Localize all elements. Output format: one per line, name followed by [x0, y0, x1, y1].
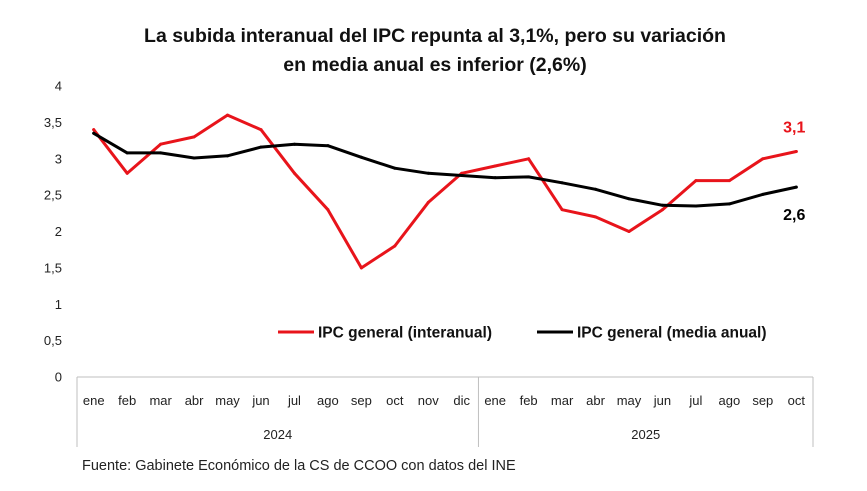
- y-tick-label: 1,5: [44, 260, 62, 275]
- data-point: [192, 156, 196, 160]
- data-point: [359, 266, 363, 270]
- data-point: [92, 131, 96, 135]
- data-point: [460, 173, 464, 177]
- x-tick-label: jul: [688, 393, 702, 408]
- data-point: [761, 192, 765, 196]
- y-tick-label: 2,5: [44, 188, 62, 203]
- data-point: [326, 208, 330, 212]
- x-tick-label: oct: [386, 393, 404, 408]
- data-point: [694, 204, 698, 208]
- x-tick-label: jun: [653, 393, 671, 408]
- year-label: 2025: [631, 427, 660, 442]
- data-point: [761, 157, 765, 161]
- data-point: [159, 142, 163, 146]
- data-point: [794, 149, 798, 153]
- data-point: [226, 113, 230, 117]
- data-label-last: 2,6: [783, 207, 805, 224]
- data-point: [627, 197, 631, 201]
- data-label-last: 3,1: [783, 119, 805, 136]
- data-point: [594, 187, 598, 191]
- data-point: [159, 151, 163, 155]
- x-tick-label: feb: [118, 393, 136, 408]
- data-point: [326, 144, 330, 148]
- data-point: [393, 166, 397, 170]
- data-point: [292, 171, 296, 175]
- data-point: [125, 171, 129, 175]
- chart-title-line2: en media anual es inferior (2,6%): [283, 54, 587, 76]
- chart-title-line1: La subida interanual del IPC repunta al …: [144, 25, 726, 47]
- data-point: [727, 179, 731, 183]
- data-point: [493, 164, 497, 168]
- x-tick-label: abr: [185, 393, 204, 408]
- data-point: [560, 208, 564, 212]
- data-point: [627, 230, 631, 233]
- data-point: [426, 171, 430, 175]
- y-tick-label: 2: [55, 224, 62, 239]
- data-point: [226, 154, 230, 158]
- chart-title: La subida interanual del IPC repunta al …: [90, 22, 780, 80]
- series-line-interanual: [92, 113, 798, 270]
- y-tick-label: 3,5: [44, 115, 62, 130]
- data-point: [527, 157, 531, 161]
- data-point: [393, 244, 397, 248]
- x-tick-label: ene: [83, 393, 105, 408]
- data-point: [259, 145, 263, 149]
- legend-label: IPC general (interanual): [318, 325, 492, 342]
- y-tick-label: 3: [55, 151, 62, 166]
- x-tick-label: feb: [520, 393, 538, 408]
- data-point: [527, 175, 531, 179]
- x-tick-label: ene: [484, 393, 506, 408]
- year-label: 2024: [263, 427, 292, 442]
- y-tick-label: 1: [55, 297, 62, 312]
- x-tick-label: sep: [351, 393, 372, 408]
- data-point: [426, 200, 430, 204]
- data-point: [660, 208, 664, 212]
- y-tick-label: 0,5: [44, 333, 62, 348]
- data-point: [292, 142, 296, 146]
- data-point: [92, 128, 96, 132]
- data-point: [125, 151, 129, 155]
- data-point: [594, 215, 598, 219]
- x-tick-label: sep: [752, 393, 773, 408]
- data-point: [359, 155, 363, 159]
- data-point: [794, 185, 798, 189]
- x-tick-label: mar: [149, 393, 172, 408]
- series-line-media-anual: [92, 131, 798, 208]
- y-tick-label: 4: [55, 79, 62, 94]
- data-point: [192, 135, 196, 139]
- y-tick-label: 0: [55, 370, 62, 385]
- x-tick-label: oct: [788, 393, 806, 408]
- x-tick-label: dic: [453, 393, 470, 408]
- data-point: [660, 203, 664, 207]
- data-point: [727, 202, 731, 206]
- source-note: Fuente: Gabinete Económico de la CS de C…: [82, 458, 516, 474]
- x-tick-label: mar: [551, 393, 574, 408]
- x-tick-label: may: [215, 393, 240, 408]
- x-tick-label: abr: [586, 393, 605, 408]
- x-tick-label: may: [617, 393, 642, 408]
- x-tick-label: nov: [418, 393, 439, 408]
- data-point: [560, 181, 564, 185]
- data-point: [694, 179, 698, 183]
- x-tick-label: jul: [287, 393, 301, 408]
- data-point: [259, 128, 263, 132]
- x-tick-label: jun: [251, 393, 269, 408]
- x-tick-label: ago: [719, 393, 741, 408]
- x-tick-label: ago: [317, 393, 339, 408]
- legend-label: IPC general (media anual): [577, 325, 767, 342]
- data-point: [493, 176, 497, 180]
